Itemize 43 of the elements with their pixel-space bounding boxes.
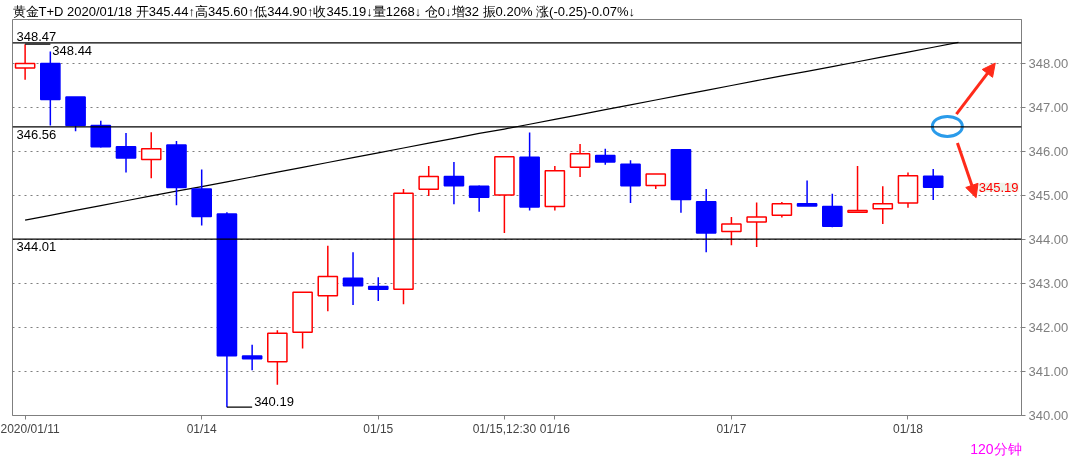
candlestick — [872, 185, 894, 225]
text: 120分钟 — [970, 440, 1022, 456]
y-tick-label: 344.00 — [1028, 232, 1069, 247]
candlestick — [241, 343, 263, 371]
annotation: 345.19 — [978, 179, 1019, 195]
candlestick — [443, 161, 465, 206]
x-tick-label: 01/15 — [363, 421, 394, 436]
x-tick-label: 01/14 — [186, 421, 218, 436]
candlestick — [721, 216, 742, 246]
y-tick-label: 341.00 — [1028, 364, 1069, 379]
candlestick — [922, 168, 944, 201]
y-tick-label: 340.00 — [1028, 408, 1069, 423]
candlestick — [115, 132, 137, 174]
x-tick-label: 01/18 — [892, 421, 924, 436]
candlestick — [620, 159, 641, 204]
candlestick — [14, 43, 36, 81]
candlestick — [342, 251, 364, 306]
candlestick — [847, 165, 868, 213]
candlestick — [418, 165, 440, 197]
ref-line-label: 344.01 — [16, 239, 57, 255]
annotation: 348.44 — [52, 43, 93, 59]
candlestick — [367, 276, 389, 302]
candlestick — [746, 201, 767, 248]
ref-line-label: 348.47 — [16, 28, 57, 44]
y-tick-label: 347.00 — [1028, 100, 1069, 115]
candlestick — [468, 184, 490, 213]
annotation: 340.19 — [254, 394, 294, 410]
candlestick — [569, 143, 591, 178]
chart-title: 黄金T+D 2020/01/18 开345.44↑高345.60↑低344.90↑收345.19↓量1268↓ 仓0↓增32 振0.20% 涨(-0.25)-0.07%↓ — [12, 3, 636, 19]
ref-line-label: 346.56 — [16, 126, 57, 142]
y-tick-label: 343.00 — [1028, 276, 1069, 291]
candlestick — [140, 131, 162, 180]
y-tick-label: 348.00 — [1028, 56, 1069, 71]
x-tick-label: 01/16 — [539, 421, 571, 436]
x-tick-label: 2020/01/11 — [0, 421, 60, 436]
x-tick-label: 01/15,12:30 — [472, 421, 537, 436]
candlestick — [796, 179, 818, 207]
candlestick — [821, 192, 843, 228]
candlestick — [317, 244, 339, 312]
y-tick-label: 345.00 — [1028, 188, 1069, 203]
x-tick-label: 01/17 — [716, 421, 747, 436]
y-tick-label: 346.00 — [1028, 144, 1069, 159]
y-tick-label: 342.00 — [1028, 320, 1069, 335]
